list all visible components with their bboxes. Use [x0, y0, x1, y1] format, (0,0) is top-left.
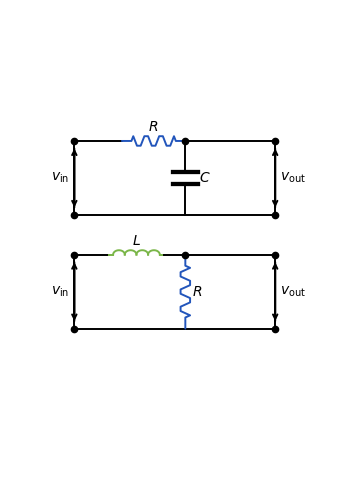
Text: $v_{\mathrm{out}}$: $v_{\mathrm{out}}$	[281, 284, 307, 299]
Text: $R$: $R$	[148, 120, 159, 134]
Text: $v_{\mathrm{in}}$: $v_{\mathrm{in}}$	[51, 171, 69, 185]
Text: $C$: $C$	[198, 171, 210, 185]
Text: $L$: $L$	[132, 234, 141, 248]
Text: $R$: $R$	[192, 284, 202, 299]
Text: $v_{\mathrm{out}}$: $v_{\mathrm{out}}$	[281, 171, 307, 185]
Text: $v_{\mathrm{in}}$: $v_{\mathrm{in}}$	[51, 284, 69, 299]
